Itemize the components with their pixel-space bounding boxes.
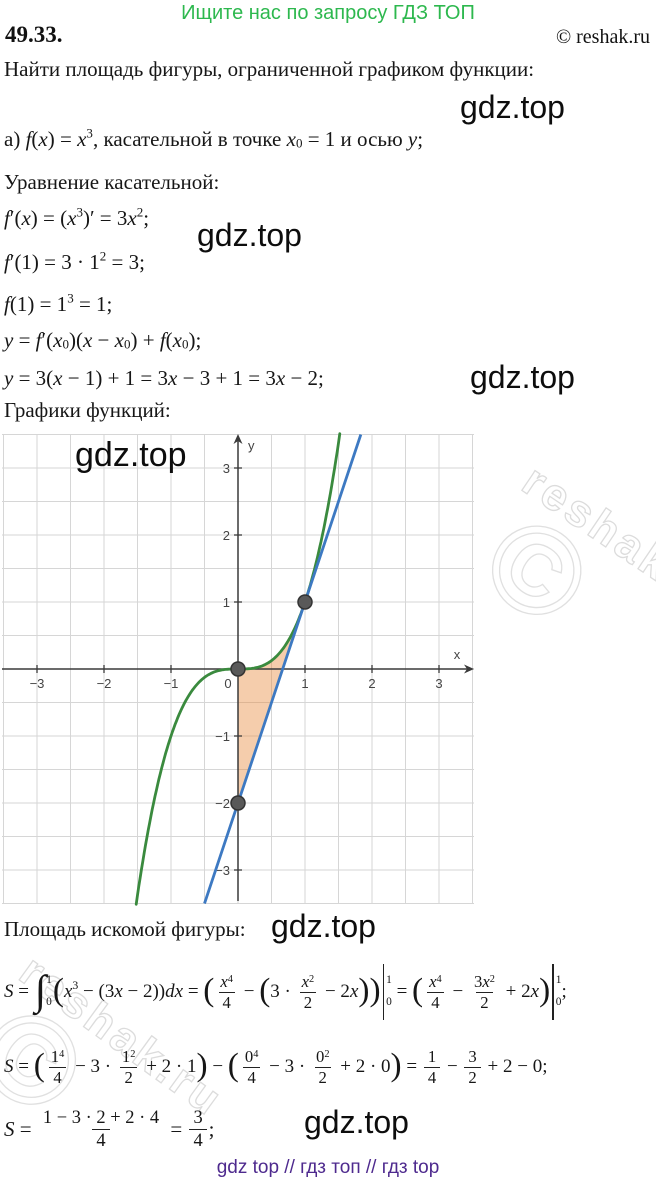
- tangent-general-formula: y = f ′(x 0)(x − x 0) + f(x 0);: [4, 328, 202, 352]
- tick-label: 1: [301, 676, 308, 691]
- gdz-top-watermark: gdz.top: [271, 908, 376, 944]
- tick-label: 3: [435, 676, 442, 691]
- footer-links[interactable]: gdz top // гдз топ // гдз top: [216, 1157, 440, 1178]
- tick-label: −1: [215, 729, 230, 744]
- tick-label: x: [454, 647, 461, 662]
- function-graph: x y −3 −2 −1 0 1 2 3 −3 −2 −1 1 2 3: [2, 432, 474, 906]
- gdz-top-watermark: gdz.top: [304, 1104, 409, 1140]
- gdz-top-watermark: gdz.top: [197, 217, 302, 253]
- tangent-equation-heading: Уравнение касательной:: [4, 170, 220, 194]
- y-axis-arrow: [233, 434, 243, 444]
- tick-label: −2: [215, 796, 230, 811]
- integral-formula-line-1: S = ∫ 1 0(x 3 − (3 x − 2)) dx = (x 4 4 − (3 · x…: [4, 950, 567, 1034]
- area-heading: Площадь искомой фигуры:: [4, 917, 246, 941]
- function-graph-panel: gdz.top x y −3 −2 −1 0 1 2 3 −3 −2 −1 1 2 3: [0, 428, 480, 906]
- tick-label: 2: [368, 676, 375, 691]
- tick-label: −2: [97, 676, 112, 691]
- tick-label: 2: [223, 528, 230, 543]
- tick-label: −3: [215, 863, 230, 878]
- tick-label: −3: [30, 676, 45, 691]
- tick-label: −1: [164, 676, 179, 691]
- reshak-watermark-right: reshak.ru ©: [455, 454, 656, 718]
- tick-label: 0: [224, 676, 231, 691]
- derivative-line: f ′(x) = (x 3)′ = 3 x 2;: [4, 203, 150, 230]
- graphs-heading: Графики функций:: [4, 398, 171, 422]
- tangent-line: [203, 434, 363, 904]
- tick-label: 3: [223, 461, 230, 476]
- marked-point: [230, 661, 246, 677]
- problem-number: 49.33.: [5, 22, 63, 47]
- x-axis-arrow: [464, 664, 474, 674]
- gdz-top-watermark: gdz.top: [460, 89, 565, 125]
- promo-banner: Ищите нас по запросу ГДЗ ТОП: [181, 2, 475, 24]
- task-statement: Найти площадь фигуры, ограниченной графи…: [4, 57, 535, 81]
- copyright-notice: © reshak.ru: [555, 26, 650, 48]
- tick-label: y: [248, 438, 255, 453]
- gdz-top-watermark: gdz.top: [470, 359, 575, 395]
- tick-label: 1: [223, 595, 230, 610]
- marked-point: [297, 594, 313, 610]
- marked-point: [230, 795, 246, 811]
- gdz-top-watermark: gdz.top: [75, 436, 187, 474]
